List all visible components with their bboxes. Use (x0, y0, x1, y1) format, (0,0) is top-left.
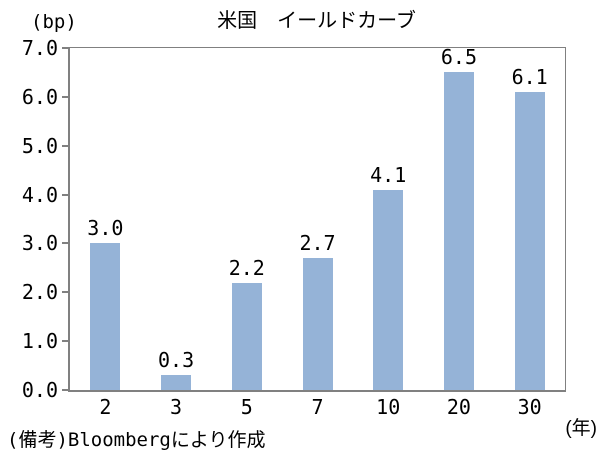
bar-10y (373, 189, 404, 390)
bar-value-label: 4.1 (370, 162, 407, 187)
x-axis-unit-label: (年) (565, 418, 597, 439)
y-tick-label: 6.0 (21, 84, 58, 109)
y-tick-label: 0.0 (21, 378, 58, 402)
y-tick-label: 5.0 (21, 133, 58, 158)
source-footnote: (備考)Bloombergにより作成 (7, 429, 266, 451)
y-tick-mark (62, 242, 68, 245)
bar-3y (161, 375, 192, 390)
bar-value-label: 6.1 (511, 64, 548, 89)
y-tick-mark (62, 291, 68, 294)
chart-title: 米国 イールドカーブ (217, 10, 416, 32)
y-tick-mark (62, 340, 68, 343)
bar-20y (443, 72, 474, 390)
bar-value-label: 2.2 (228, 255, 265, 280)
plot-area: 3.0 0.3 2.2 2.7 4.1 6.5 6.1 (62, 45, 566, 392)
y-tick-label: 2.0 (21, 280, 58, 305)
x-tick-label: 20 (446, 395, 471, 419)
y-tick-label: 7.0 (21, 36, 58, 60)
y-tick-mark (62, 95, 68, 98)
y-tick-label: 1.0 (21, 329, 58, 354)
y-axis-unit-label: (bp) (31, 11, 77, 33)
y-tick-label: 4.0 (21, 182, 58, 207)
x-tick-label: 2 (99, 395, 112, 419)
y-tick-mark (62, 47, 68, 49)
x-tick-label: 3 (170, 395, 183, 419)
bar-value-label: 3.0 (87, 216, 124, 241)
y-tick-label: 3.0 (21, 231, 58, 256)
x-tick-label: 30 (517, 395, 542, 419)
bar-value-label: 0.3 (158, 348, 195, 373)
bar-7y (302, 258, 333, 390)
x-tick-label: 7 (311, 395, 324, 419)
bar-2y (90, 243, 121, 390)
x-axis: 2 3 5 7 10 20 30 (70, 397, 565, 421)
bar-value-label: 2.7 (299, 231, 336, 256)
y-tick-mark (62, 193, 68, 196)
bar-30y (514, 91, 545, 390)
y-tick-mark (62, 144, 68, 147)
y-tick-mark (62, 389, 68, 391)
x-tick-label: 5 (240, 395, 253, 419)
x-tick-label: 10 (376, 395, 401, 419)
y-axis: 0.0 1.0 2.0 3.0 4.0 5.0 6.0 7.0 (0, 38, 58, 400)
bar-value-label: 6.5 (440, 45, 477, 70)
bar-5y (231, 282, 262, 390)
